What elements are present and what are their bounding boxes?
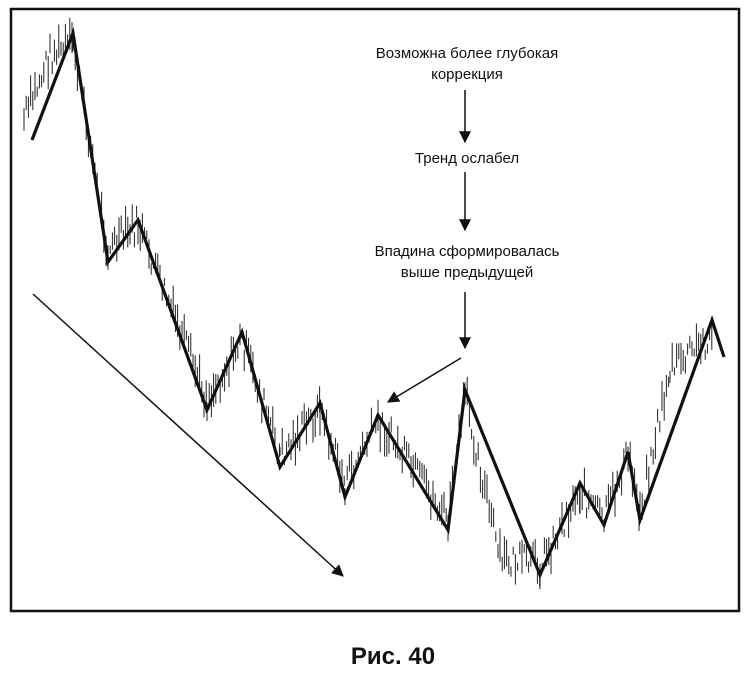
caption: Рис. 40 [351,643,435,670]
annotation: Возможна более глубокая [376,45,558,62]
annotation: коррекция [431,66,503,83]
trend-arrow [32,293,344,577]
annotation: выше предыдущей [401,264,533,281]
price-bars [23,17,713,590]
annotation: Впадина сформировалась [375,243,560,260]
annotation: Тренд ослабел [415,150,519,167]
frame [9,7,741,613]
arrow [386,357,462,403]
zigzag [30,26,726,580]
